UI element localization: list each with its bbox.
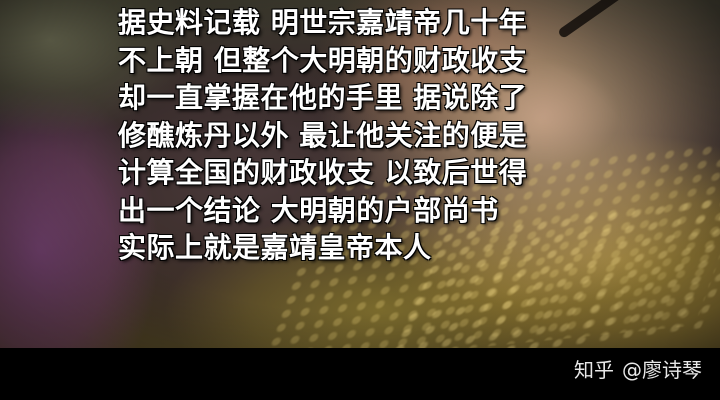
watermark-author: @廖诗琴 [622,358,702,382]
subtitle-line: 实际上就是嘉靖皇帝本人 [118,231,432,264]
subtitle-line: 据史料记载 明世宗嘉靖帝几十年 [118,6,528,39]
vignette [0,0,720,348]
watermark: 知乎 @廖诗琴 [574,356,702,384]
video-still [0,0,720,348]
subtitle-line: 出一个结论 大明朝的户部尚书 [118,193,499,227]
subtitle-line: 却一直掌握在他的手里 据说除了 [118,81,528,114]
hand-blur [470,60,620,170]
bottom-bar [0,348,720,400]
watermark-platform: 知乎 [574,358,614,382]
subtitle-line: 不上朝 但整个大明朝的财政收支 [118,43,528,77]
subtitle-line: 修醮炼丹以外 最让他关注的便是 [118,118,528,152]
subtitle-line: 计算全国的财政收支 以致后世得 [118,156,528,189]
subtitle-block: 据史料记载 明世宗嘉靖帝几十年 不上朝 但整个大明朝的财政收支 却一直掌握在他的… [118,4,598,267]
